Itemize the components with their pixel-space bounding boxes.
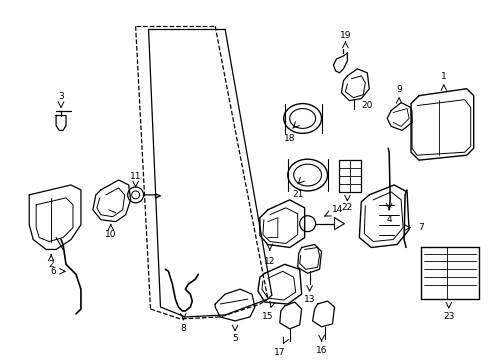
Text: 12: 12 [264, 257, 275, 266]
Text: 21: 21 [291, 190, 303, 199]
Text: 8: 8 [180, 324, 186, 333]
Text: 1: 1 [440, 72, 446, 81]
Text: 6: 6 [50, 267, 56, 276]
Text: 13: 13 [303, 294, 315, 303]
Text: 23: 23 [442, 312, 453, 321]
Text: 19: 19 [339, 31, 350, 40]
Text: 14: 14 [331, 205, 343, 214]
Text: 11: 11 [130, 171, 141, 180]
Text: 2: 2 [48, 260, 54, 269]
Text: 22: 22 [341, 203, 352, 212]
Text: 17: 17 [273, 348, 285, 357]
Text: 9: 9 [395, 85, 401, 94]
Text: 10: 10 [105, 230, 116, 239]
Text: 15: 15 [262, 312, 273, 321]
Text: 7: 7 [417, 223, 423, 232]
Text: 20: 20 [361, 101, 372, 110]
Text: 5: 5 [232, 334, 238, 343]
Text: 3: 3 [58, 92, 64, 101]
Text: 16: 16 [315, 346, 326, 355]
Text: 4: 4 [386, 215, 391, 224]
Text: 18: 18 [284, 134, 295, 143]
